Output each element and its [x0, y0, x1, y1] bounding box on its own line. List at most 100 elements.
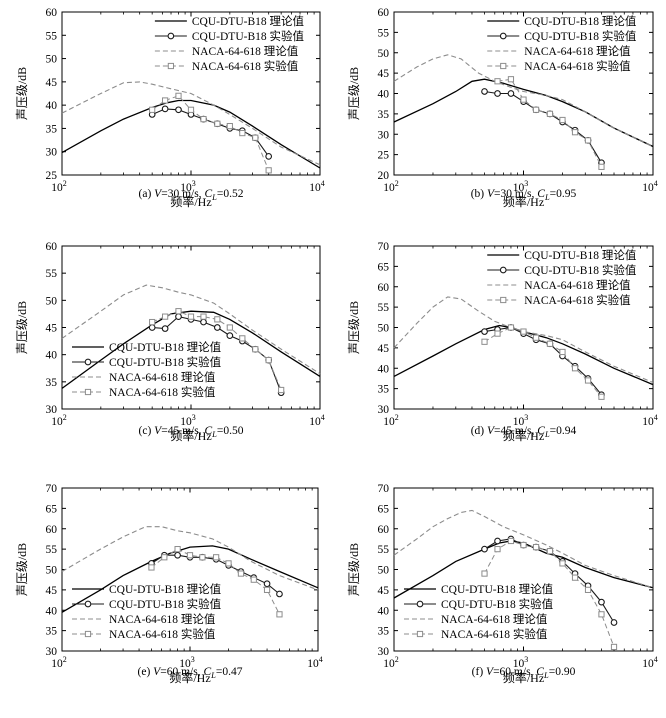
legend-marker-4 [500, 62, 507, 70]
y-tick-label: 45 [46, 323, 58, 335]
series-line-3 [61, 81, 321, 166]
series-point-2 [276, 590, 283, 598]
x-tick-label: 104 [642, 413, 658, 428]
series-point-2 [175, 313, 182, 320]
series-point-4 [494, 78, 501, 85]
y-tick-label: 35 [378, 109, 390, 121]
x-axis-label: 频率/Hz [503, 194, 544, 209]
series-point-4 [584, 137, 592, 144]
series-line-1 [61, 310, 321, 389]
y-tick-label: 55 [378, 302, 390, 314]
legend-marker-4 [416, 630, 424, 638]
legend-label-3: NACA-64-618 理论值 [192, 44, 299, 58]
legend-label-4: NACA-64-618 实验值 [109, 627, 216, 641]
series-line-4 [484, 326, 602, 398]
y-tick-label: 20 [378, 170, 390, 182]
series-point-4 [532, 106, 540, 113]
y-tick-label: 60 [46, 524, 58, 536]
series-point-4 [546, 110, 554, 117]
y-tick-label: 40 [378, 89, 390, 101]
series-point-4 [213, 554, 220, 561]
series-point-2 [174, 551, 181, 559]
series-line-2 [151, 108, 270, 157]
y-tick-label: 50 [46, 565, 58, 577]
legend-marker-2 [84, 600, 92, 608]
series-point-4 [507, 76, 515, 83]
series-point-4 [598, 611, 605, 618]
panel-caption: (e) V=60 m/s, CL=0.47 [138, 666, 243, 680]
legend-marker-4 [167, 62, 174, 70]
series-line-2 [484, 90, 602, 164]
legend-label-2: CQU-DTU-B18 实验值 [441, 597, 554, 611]
y-tick-label: 50 [378, 565, 390, 577]
x-tick-label: 102 [51, 413, 67, 428]
series-point-4 [584, 586, 592, 593]
series-point-4 [598, 163, 605, 170]
legend-label-3: NACA-64-618 理论值 [109, 612, 216, 626]
series-point-2 [481, 545, 488, 553]
y-tick-label: 45 [378, 585, 390, 597]
y-tick-label: 50 [378, 323, 390, 335]
panel-caption: (a) V=30 m/s, CL=0.52 [139, 188, 244, 202]
plot-frame [61, 245, 321, 410]
y-tick-label: 30 [378, 404, 390, 416]
legend-label-1: CQU-DTU-B18 理论值 [524, 248, 637, 262]
y-tick-label: 50 [46, 54, 58, 66]
y-tick-label: 65 [378, 261, 390, 273]
y-tick-label: 50 [378, 48, 390, 60]
series-point-4 [175, 92, 182, 99]
y-tick-label: 60 [46, 7, 58, 19]
x-axis-label: 频率/Hz [170, 194, 211, 209]
series-point-2 [265, 153, 273, 160]
series-point-4 [226, 324, 233, 331]
series-point-2 [161, 325, 169, 332]
legend-marker-4 [84, 630, 92, 638]
series-point-4 [532, 334, 540, 341]
y-tick-label: 60 [378, 7, 390, 19]
x-axis-label: 频率/Hz [503, 428, 544, 443]
series-line-3 [393, 509, 654, 589]
series-point-4 [161, 554, 168, 561]
series-point-4 [149, 106, 156, 113]
series-point-4 [481, 338, 488, 345]
x-tick-label: 102 [51, 179, 67, 194]
legend-label-3: NACA-64-618 理论值 [109, 370, 216, 384]
series-line-1 [61, 99, 321, 169]
y-axis-label: 声压级/dB [15, 67, 29, 120]
y-tick-label: 55 [46, 544, 58, 556]
legend-label-3: NACA-64-618 理论值 [524, 44, 631, 58]
series-line-3 [393, 54, 654, 147]
series-point-2 [200, 318, 207, 326]
series-line-3 [61, 284, 321, 375]
y-tick-label: 45 [378, 68, 390, 80]
series-line-3 [61, 526, 319, 591]
series-point-4 [584, 377, 592, 384]
series-point-2 [263, 580, 271, 588]
series-point-4 [265, 167, 272, 174]
series-point-4 [186, 552, 194, 559]
y-tick-label: 30 [46, 646, 58, 658]
series-point-2 [213, 324, 221, 331]
series-point-4 [598, 393, 605, 400]
panel-caption: (d) V=45 m/s, CL=0.94 [471, 425, 577, 439]
legend-label-1: CQU-DTU-B18 理论值 [192, 14, 305, 28]
y-axis-label: 声压级/dB [347, 67, 361, 120]
series-point-2 [148, 324, 156, 331]
series-point-4 [214, 120, 221, 127]
x-tick-label: 102 [383, 179, 399, 194]
series-point-4 [276, 611, 283, 618]
legend-label-2: CQU-DTU-B18 实验值 [109, 597, 222, 611]
y-tick-label: 65 [378, 503, 390, 515]
series-point-4 [149, 318, 156, 326]
series-point-4 [559, 560, 566, 567]
legend-label-4: NACA-64-618 实验值 [441, 627, 548, 641]
series-point-2 [226, 332, 234, 340]
series-point-4 [214, 316, 221, 323]
x-tick-label: 104 [309, 413, 325, 428]
y-tick-label: 70 [378, 483, 390, 495]
